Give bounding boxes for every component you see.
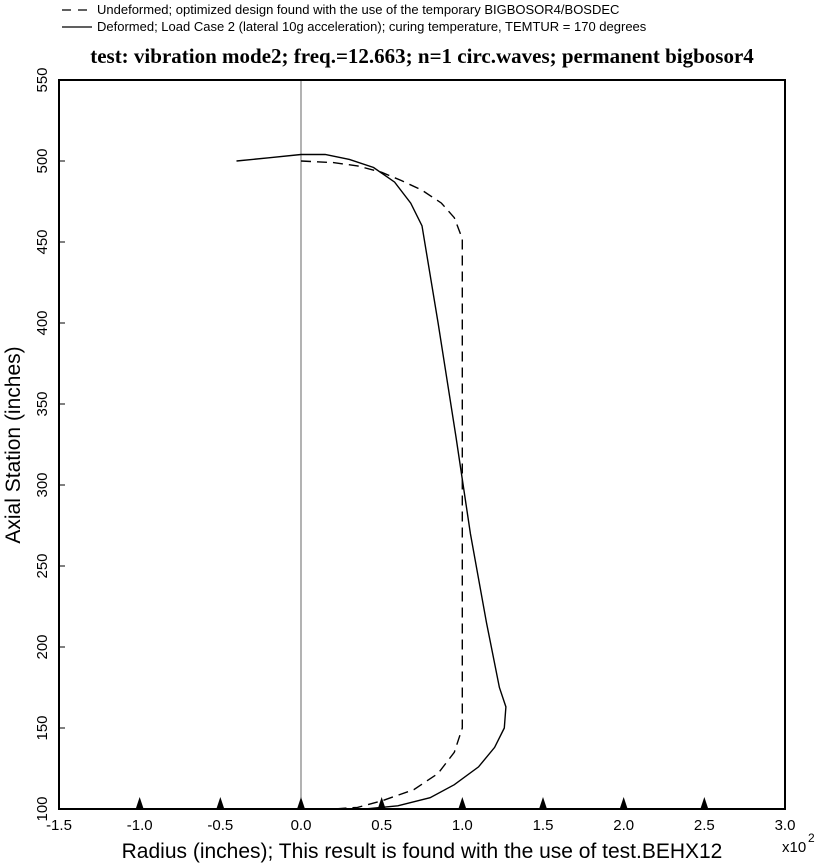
y-tick-label: 450: [34, 229, 51, 254]
y-axis-ticks: 100 150 200 250 300 350 400 450 500 550: [34, 67, 65, 822]
x-marker-triangle: [539, 797, 547, 809]
y-tick-label: 500: [34, 148, 51, 173]
y-tick-label: 100: [34, 796, 51, 821]
series-undeformed-line: [300, 160, 463, 810]
plot-frame: [58, 79, 786, 810]
x-marker-triangle: [135, 797, 144, 809]
y-tick-label: 400: [34, 310, 51, 335]
x-marker-triangle: [297, 797, 305, 809]
x-tick-label: 0.5: [371, 817, 392, 834]
x-tick-label: 2.5: [694, 817, 715, 834]
y-tick-label: 300: [34, 472, 51, 497]
x-marker-triangle: [619, 797, 628, 809]
x-axis-label: Radius (inches); This result is found wi…: [122, 840, 723, 863]
x-markers: [135, 797, 709, 809]
legend-label-deformed: Deformed; Load Case 2 (lateral 10g accel…: [97, 19, 647, 34]
x-tick-label: 3.0: [775, 817, 796, 834]
y-axis-label: Axial Station (inches): [2, 346, 25, 543]
y-tick-label: 250: [34, 553, 51, 578]
y-tick-label: 150: [34, 715, 51, 740]
x-tick-label: 1.5: [533, 817, 554, 834]
y-tick-label: 200: [34, 634, 51, 659]
x-tick-label: 1.0: [452, 817, 473, 834]
x-axis-multiplier: x10 2: [782, 831, 815, 856]
legend: Undeformed; optimized design found with …: [62, 2, 647, 34]
x-marker-triangle: [700, 797, 709, 809]
x-tick-label: 0.0: [291, 817, 312, 834]
x-marker-triangle: [377, 797, 386, 809]
series-deformed-line: [236, 153, 507, 810]
y-tick-label: 350: [34, 391, 51, 416]
x-tick-label: -1.5: [46, 817, 72, 834]
x-tick-label: -0.5: [207, 817, 233, 834]
x-multiplier-exponent: 2: [808, 831, 815, 845]
legend-label-undeformed: Undeformed; optimized design found with …: [97, 2, 619, 17]
x-multiplier-base: x10: [782, 839, 806, 856]
x-tick-label: -1.0: [127, 817, 153, 834]
x-marker-triangle: [458, 797, 467, 809]
x-tick-label: 2.0: [613, 817, 634, 834]
x-axis-ticks: -1.5 -1.0 -0.5 0.0 0.5 1.0 1.5 2.0 2.5 3.0: [46, 817, 795, 834]
chart-title: test: vibration mode2; freq.=12.663; n=1…: [90, 44, 754, 68]
x-marker-triangle: [216, 797, 225, 809]
y-tick-label: 550: [34, 67, 51, 92]
